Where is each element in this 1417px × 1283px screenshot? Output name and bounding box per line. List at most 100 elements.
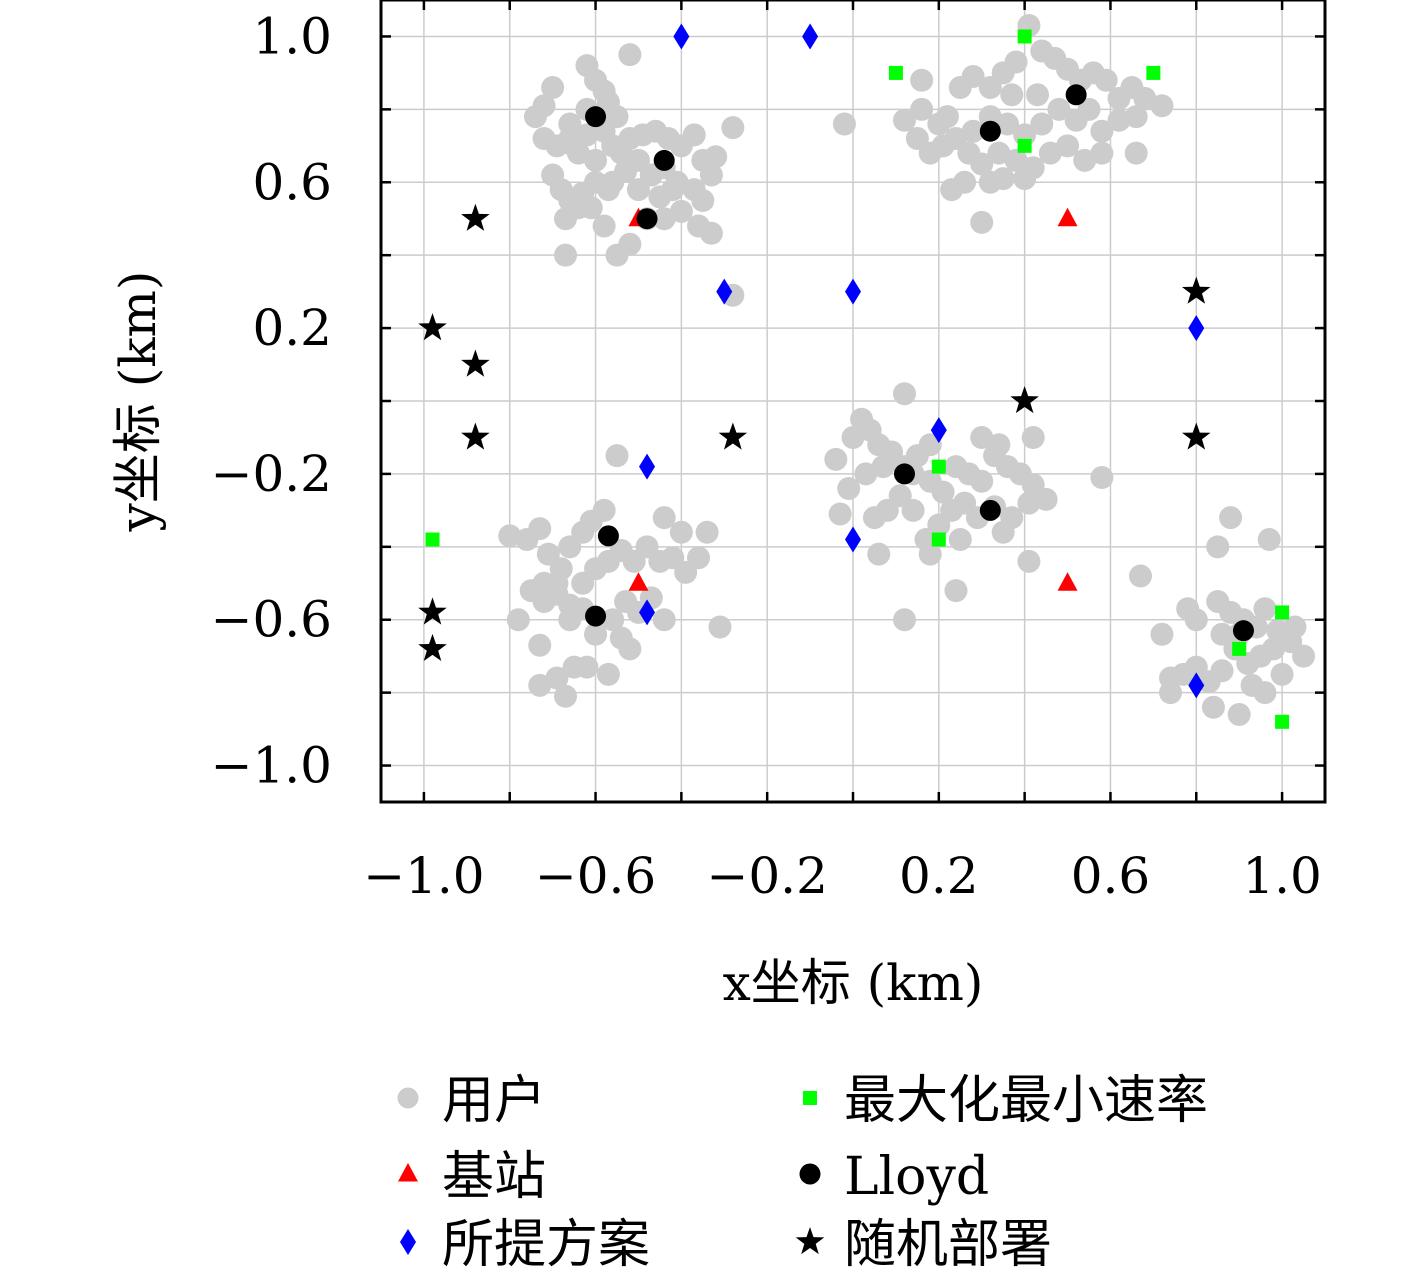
legend-label: 所提方案 bbox=[442, 1215, 650, 1275]
data-point bbox=[639, 599, 656, 626]
data-point bbox=[418, 597, 447, 625]
y-tick-label: −1.0 bbox=[211, 737, 332, 795]
data-point bbox=[579, 196, 603, 220]
data-point bbox=[979, 499, 1001, 521]
data-point bbox=[418, 633, 447, 661]
data-point bbox=[931, 532, 946, 547]
legend-item: Lloyd bbox=[799, 1147, 989, 1207]
legend-item: 最大化最小速率 bbox=[803, 1071, 1208, 1131]
data-point bbox=[1182, 276, 1211, 304]
data-point bbox=[910, 97, 934, 121]
data-point bbox=[854, 462, 878, 486]
data-point bbox=[1017, 549, 1041, 573]
y-tick-label: 1.0 bbox=[252, 7, 332, 65]
y-tick-label: 0.2 bbox=[252, 299, 332, 357]
legend-label: 基站 bbox=[442, 1147, 546, 1207]
data-point bbox=[905, 127, 929, 151]
data-point bbox=[541, 163, 565, 187]
data-point bbox=[824, 447, 848, 471]
data-point bbox=[721, 116, 745, 140]
data-point bbox=[545, 666, 569, 690]
data-point bbox=[970, 210, 994, 234]
data-point bbox=[1240, 673, 1264, 697]
data-point bbox=[652, 207, 676, 231]
data-point bbox=[461, 422, 490, 450]
data-point bbox=[948, 528, 972, 552]
data-point bbox=[1227, 703, 1251, 727]
y-axis-label: y坐标 (km) bbox=[109, 271, 167, 533]
data-point bbox=[1017, 491, 1041, 515]
data-point bbox=[1133, 86, 1157, 110]
data-point bbox=[1275, 714, 1290, 729]
data-point bbox=[944, 579, 968, 603]
data-point bbox=[1128, 564, 1152, 588]
data-point bbox=[708, 615, 732, 639]
data-point bbox=[1270, 662, 1294, 686]
data-point bbox=[961, 65, 985, 89]
data-point bbox=[979, 120, 1001, 142]
legend-marker bbox=[400, 1229, 416, 1255]
series-2 bbox=[639, 23, 1205, 699]
series-5 bbox=[418, 203, 1211, 661]
data-point bbox=[802, 23, 819, 50]
data-point bbox=[918, 542, 942, 566]
legend-marker bbox=[398, 1163, 418, 1182]
data-point bbox=[910, 68, 934, 92]
data-point bbox=[1292, 644, 1316, 668]
data-point bbox=[585, 605, 607, 627]
data-point bbox=[673, 23, 690, 50]
data-point bbox=[940, 178, 964, 202]
data-point bbox=[506, 608, 530, 632]
data-point bbox=[528, 633, 552, 657]
data-point bbox=[1030, 112, 1054, 136]
data-point bbox=[1090, 141, 1114, 165]
data-point bbox=[970, 425, 994, 449]
data-point bbox=[930, 417, 947, 444]
legend-item: 所提方案 bbox=[400, 1215, 650, 1275]
data-point bbox=[575, 655, 599, 679]
data-point bbox=[652, 608, 676, 632]
data-points bbox=[418, 14, 1316, 729]
data-point bbox=[592, 214, 616, 238]
data-point bbox=[687, 214, 711, 238]
legend-marker bbox=[799, 1163, 821, 1185]
data-point bbox=[618, 232, 642, 256]
data-point bbox=[1150, 622, 1174, 646]
data-point bbox=[636, 208, 658, 230]
data-point bbox=[961, 119, 985, 143]
data-point bbox=[1004, 148, 1028, 172]
data-point bbox=[1057, 207, 1078, 227]
grid bbox=[381, 0, 1325, 802]
data-point bbox=[1232, 641, 1247, 656]
data-point bbox=[1038, 141, 1062, 165]
data-point bbox=[699, 163, 723, 187]
data-point bbox=[1159, 681, 1183, 705]
y-tick-label: −0.6 bbox=[211, 591, 332, 649]
data-point bbox=[695, 520, 719, 544]
data-point bbox=[596, 662, 620, 686]
data-point bbox=[718, 422, 748, 450]
data-point bbox=[871, 455, 895, 479]
data-point bbox=[605, 444, 629, 468]
data-point bbox=[1010, 386, 1039, 414]
data-point bbox=[618, 43, 642, 67]
data-point bbox=[1094, 68, 1118, 92]
data-point bbox=[639, 453, 656, 480]
series-4 bbox=[585, 84, 1254, 642]
data-point bbox=[558, 112, 582, 136]
data-point bbox=[893, 463, 915, 485]
data-point bbox=[1184, 608, 1208, 632]
data-point bbox=[528, 517, 552, 541]
x-tick-label: −1.0 bbox=[363, 847, 484, 905]
data-point bbox=[845, 278, 861, 305]
data-point bbox=[995, 112, 1019, 136]
data-point bbox=[618, 637, 642, 661]
data-point bbox=[652, 506, 676, 530]
data-point bbox=[1021, 425, 1045, 449]
data-point bbox=[584, 148, 608, 172]
data-point bbox=[867, 542, 891, 566]
data-point bbox=[1201, 695, 1225, 719]
legend-item: 用户 bbox=[397, 1071, 546, 1131]
